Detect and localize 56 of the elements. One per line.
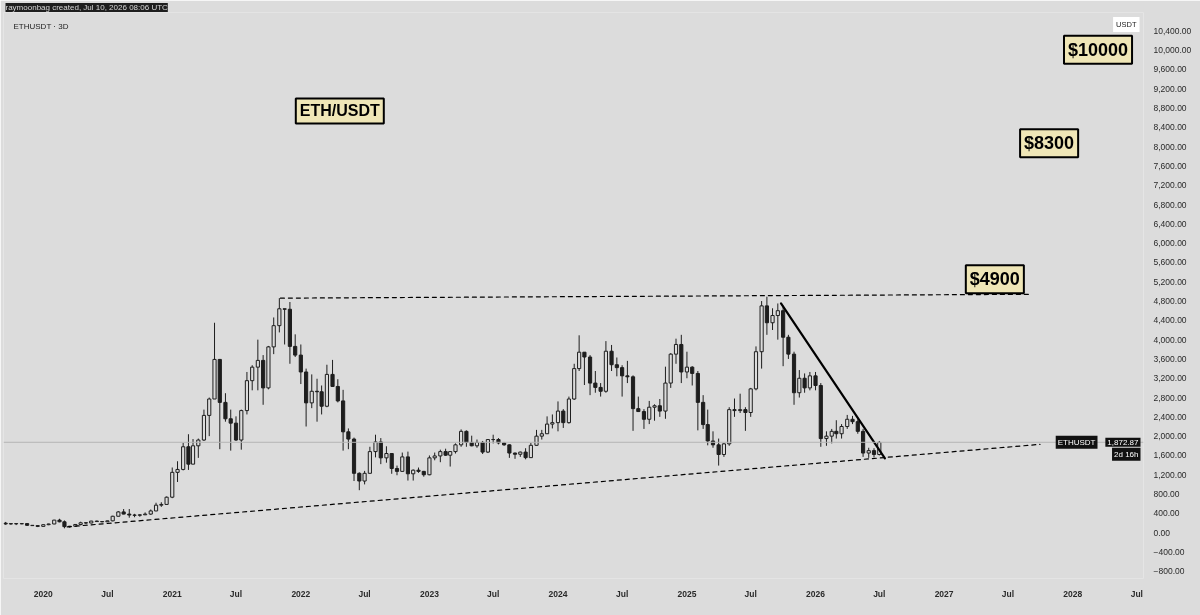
annotation: $4900 (969, 269, 1020, 290)
x-tick-label: Jul (873, 588, 886, 599)
x-tick-label: Jul (744, 588, 757, 599)
text: ETHUSDT · 3D (13, 22, 69, 31)
y-tick-label: −800.00 (1153, 566, 1185, 577)
x-tick-label: 2028 (1063, 588, 1083, 599)
y-tick-label: 8,400.00 (1153, 122, 1187, 133)
x-tick-label: 2021 (162, 588, 182, 599)
annotation: 1,872.87 (1107, 437, 1140, 447)
y-tick-label: 7,200.00 (1153, 180, 1187, 191)
annotation: $10000 (1067, 39, 1129, 60)
x-tick-label: Jul (101, 588, 114, 599)
x-tick-label: 2023 (419, 588, 440, 599)
x-tick-label: 2020 (33, 588, 54, 599)
y-tick-label: 4,400.00 (1153, 315, 1187, 326)
y-tick-label: 2,000.00 (1153, 431, 1187, 442)
y-tick-label: 6,400.00 (1153, 218, 1187, 229)
y-tick-label: 6,800.00 (1153, 199, 1187, 210)
y-tick-label: 800.00 (1153, 489, 1180, 500)
y-tick-label: 2,800.00 (1153, 392, 1187, 403)
y-tick-label: 7,600.00 (1153, 160, 1187, 171)
y-tick-label: 1,200.00 (1153, 469, 1187, 480)
y-tick-label: 5,200.00 (1153, 276, 1187, 287)
text: ETH/USDT (299, 102, 381, 120)
y-tick-label: 9,600.00 (1153, 64, 1187, 75)
y-tick-label: 10,400.00 (1153, 25, 1192, 36)
x-tick-label: 2022 (291, 588, 311, 599)
y-tick-label: 1,600.00 (1153, 450, 1187, 461)
text: raymoonbag created, Jul 10, 2026 08:06 UTC (5, 3, 169, 12)
y-tick-label: 6,000.00 (1153, 238, 1187, 249)
x-tick-label: Jul (229, 588, 243, 599)
y-tick-label: 2,400.00 (1153, 411, 1187, 422)
x-tick-label: 2027 (934, 588, 954, 599)
x-tick-label: Jul (358, 588, 371, 599)
y-tick-label: 3,600.00 (1153, 353, 1187, 364)
ref-line-label: ETHUSDT (1057, 437, 1096, 447)
y-tick-label: 4,000.00 (1153, 334, 1187, 345)
y-tick-label: 8,000.00 (1153, 141, 1187, 152)
y-tick-label: 10,000.00 (1153, 45, 1192, 56)
x-tick-label: 2025 (677, 588, 697, 599)
y-tick-label: 0.00 (1153, 527, 1171, 538)
y-tick-label: 4,800.00 (1153, 296, 1187, 307)
x-tick-label: 2024 (548, 588, 568, 599)
annotation: 2d 16h (1114, 449, 1139, 459)
annotation: $8300 (1024, 133, 1075, 154)
x-tick-label: Jul (1130, 588, 1143, 599)
y-tick-label: −400.00 (1153, 546, 1185, 557)
y-tick-label: 9,200.00 (1153, 83, 1187, 94)
x-tick-label: Jul (1001, 588, 1015, 599)
x-tick-label: Jul (487, 588, 500, 599)
x-tick-label: Jul (615, 588, 629, 599)
y-tick-label: 5,600.00 (1153, 257, 1187, 268)
x-tick-label: 2026 (806, 588, 826, 599)
y-tick-label: 8,800.00 (1153, 103, 1187, 114)
y-tick-label: 3,200.00 (1153, 373, 1187, 384)
y-tick-label: 400.00 (1153, 508, 1180, 519)
